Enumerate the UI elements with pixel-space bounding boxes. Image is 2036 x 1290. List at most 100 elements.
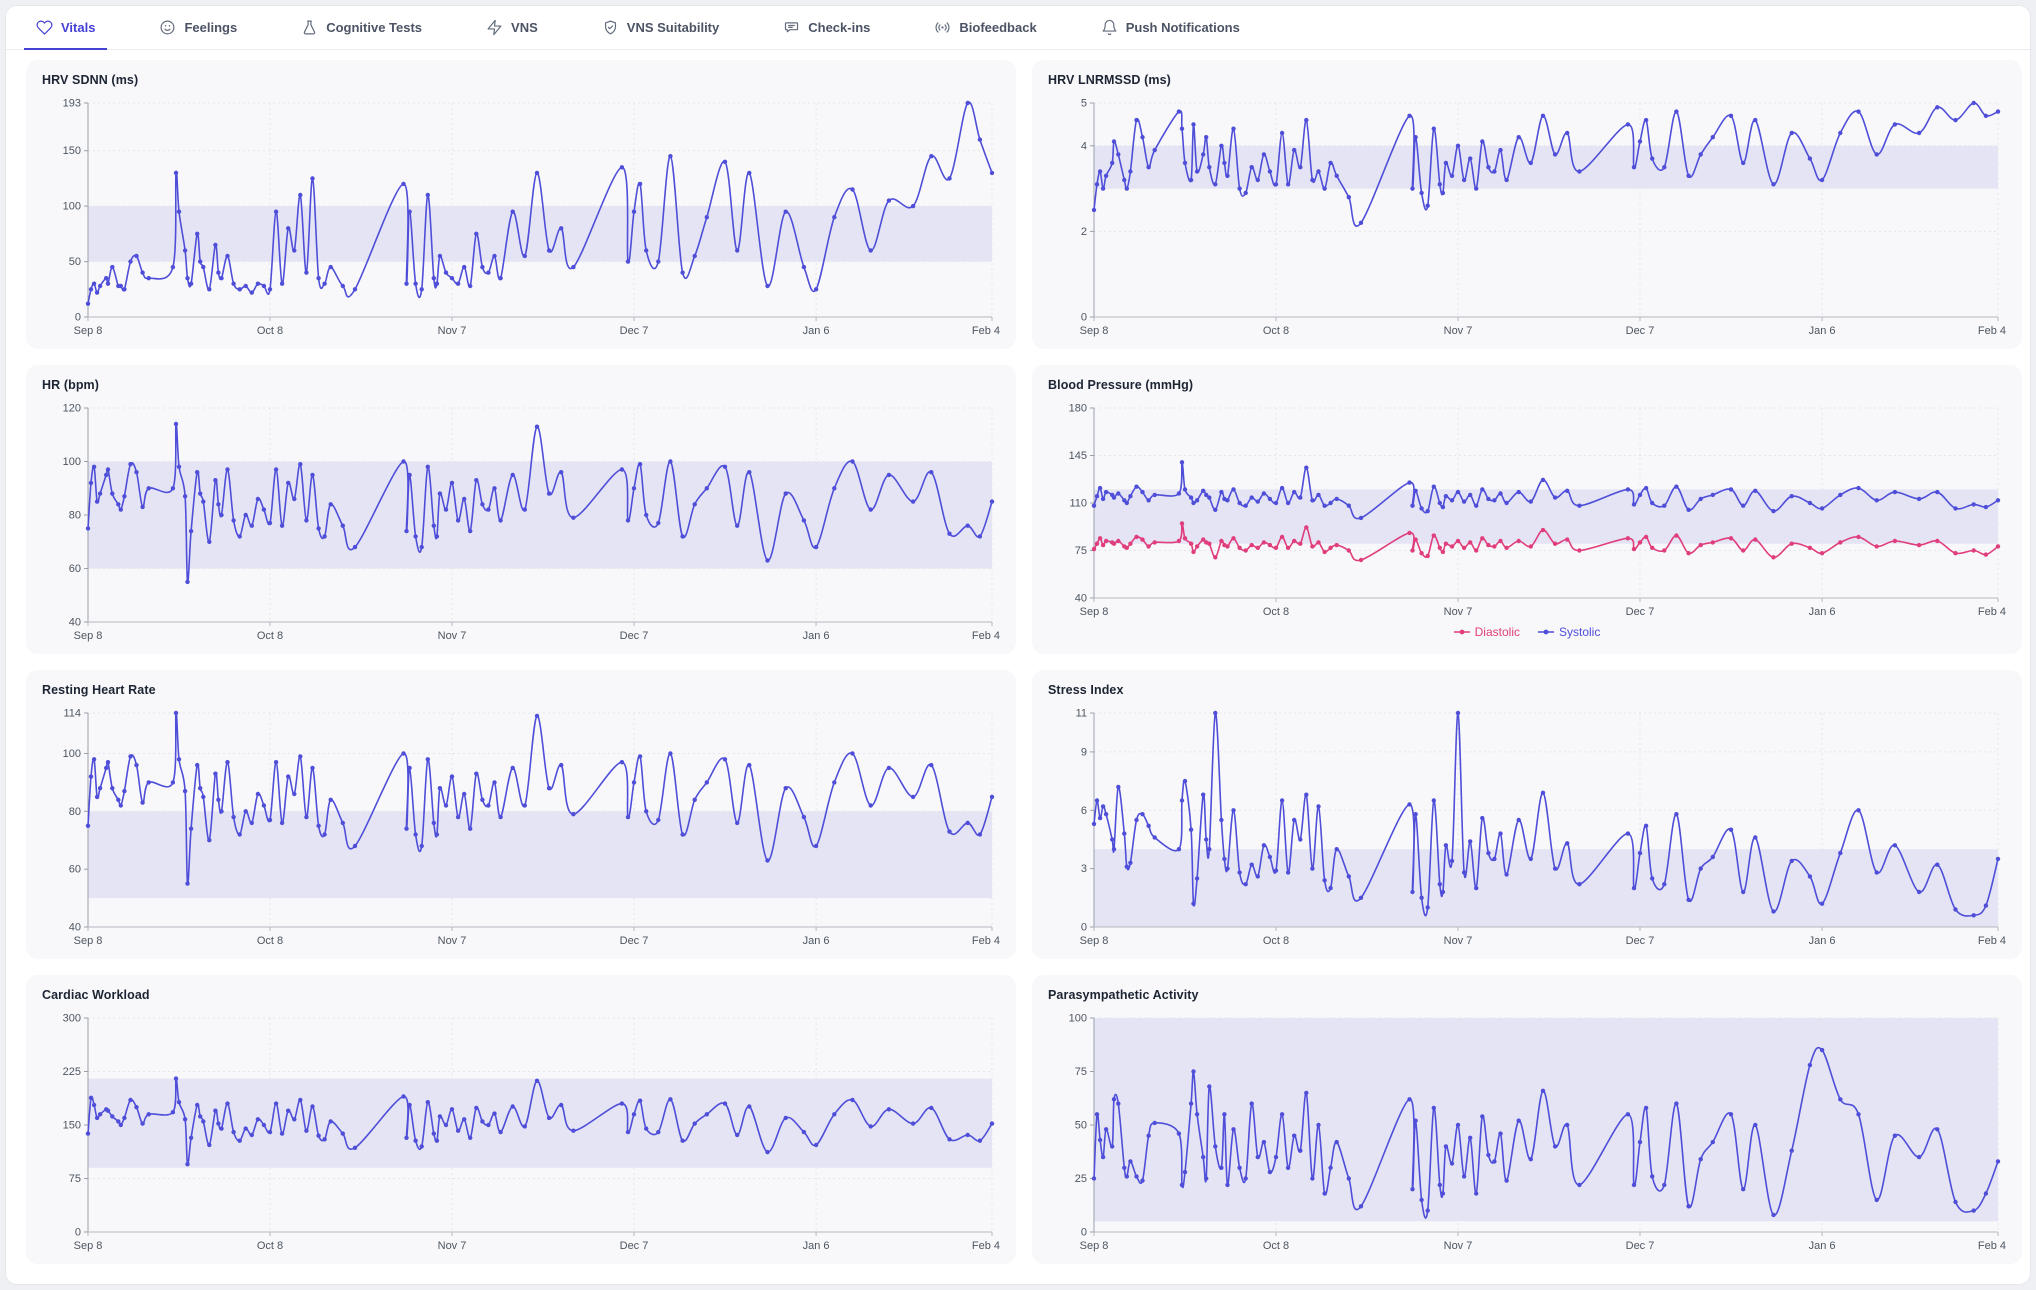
data-point [801,814,807,820]
data-point [1643,823,1649,828]
chart-card-parasympathetic-activity: Parasympathetic Activity 0 25 50 75 100 Sep 8 O… [1032,975,2022,1264]
data-point [201,1119,206,1124]
data-point [637,181,643,187]
data-point [765,858,770,863]
legend-item-systolic[interactable]: Systolic [1538,625,1600,639]
data-point [474,478,479,483]
data-point [404,826,409,831]
data-point [116,1119,121,1124]
blood-pressure-chart: 40 75 110 145 180 Sep 8 Oct 8 Nov 7 Dec 7 Jan 6 Fe… [1069,403,2006,619]
x-tick-label: Jan 6 [803,935,830,947]
data-point [813,544,819,550]
data-point [1279,485,1285,491]
data-point [1486,850,1491,856]
data-point [1407,802,1412,807]
data-point [1410,186,1415,191]
data-point [1410,503,1415,508]
data-point [1191,549,1196,555]
y-tick-label: 3 [1081,863,1087,875]
reference-band [88,811,992,899]
data-point [1219,143,1224,148]
data-point [316,1133,321,1138]
data-point [1207,541,1212,546]
data-point [1222,1112,1227,1117]
data-point [122,287,127,292]
data-point [1674,812,1679,817]
data-point [1552,495,1558,500]
data-point [122,788,127,794]
chat-icon [783,19,800,36]
data-point [1316,492,1321,498]
data-point [1577,503,1582,508]
data-point [310,1104,315,1109]
data-point [1637,492,1643,498]
data-point [1971,548,1976,553]
data-point [492,253,497,259]
data-point [1316,169,1321,174]
data-point [1486,1152,1491,1158]
data-point [510,765,515,771]
data-point [1492,856,1497,862]
data-point [868,803,873,808]
data-point [656,259,661,264]
data-point [886,1107,892,1112]
data-point [225,253,230,259]
data-point [449,276,455,281]
data-point [97,491,103,496]
data-point [668,751,673,756]
data-point [637,462,643,467]
tab-feelings[interactable]: Feelings [147,6,249,49]
y-tick-label: 80 [69,806,81,818]
x-tick-label: Oct 8 [1263,325,1289,337]
data-point [1134,117,1139,123]
data-point [735,248,740,253]
data-point [328,264,333,270]
tab-vns[interactable]: VNS [474,6,550,49]
data-point [304,270,309,275]
data-point [201,499,206,504]
data-point [1461,545,1467,550]
data-point [1267,854,1273,860]
x-tick-label: Nov 7 [1444,935,1473,947]
data-point [1874,498,1879,503]
data-point [1134,484,1139,489]
data-point [546,786,552,791]
y-tick-label: 193 [63,98,81,110]
data-point [1728,113,1734,118]
tab-check-ins[interactable]: Check-ins [771,6,882,49]
data-point [198,786,203,791]
data-point [1322,1191,1327,1196]
reference-band [1094,849,1998,927]
data-point [868,248,873,253]
flask-icon [301,19,318,36]
data-point [1552,866,1558,871]
x-tick-label: Sep 8 [1080,325,1109,337]
tab-vitals[interactable]: Vitals [24,6,108,50]
data-point [105,760,111,765]
data-point [668,459,673,464]
data-point [1122,831,1127,836]
legend-item-diastolic[interactable]: Diastolic [1453,625,1520,639]
tab-biofeedback[interactable]: Biofeedback [922,6,1048,49]
data-point [680,534,685,539]
data-point [1492,544,1497,549]
data-point [1304,465,1309,470]
data-point [1304,525,1309,530]
data-point [1100,186,1106,191]
data-point [747,762,752,768]
data-point [255,791,261,797]
data-point [455,1128,461,1133]
data-point [886,198,892,203]
tab-push-notifications[interactable]: Push Notifications [1089,6,1252,49]
tab-vns-suitability[interactable]: VNS Suitability [590,6,731,49]
tab-label: VNS Suitability [626,20,720,35]
data-point [486,507,491,512]
data-point [279,820,285,826]
data-point [1498,831,1503,836]
tab-label: VNS [511,20,538,35]
tab-cognitive-tests[interactable]: Cognitive Tests [289,6,434,49]
data-point [929,1105,934,1111]
chart-card-blood-pressure: Blood Pressure (mmHg) 40 75 110 145 180 Sep 8 O… [1032,365,2022,654]
data-point [1916,130,1922,136]
data-point [173,421,179,427]
